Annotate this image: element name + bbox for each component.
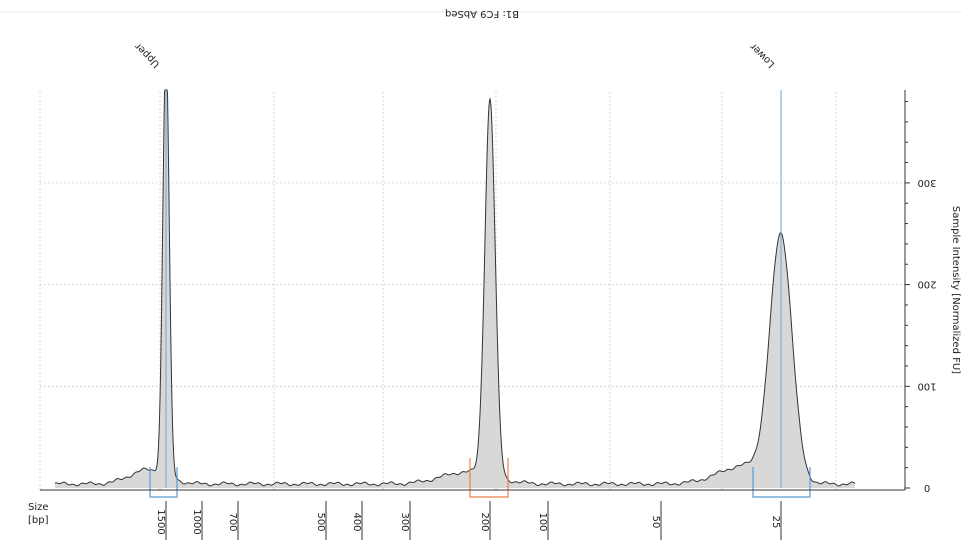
x-tick-label: 1500 [155, 509, 166, 534]
x-tick-label: 700 [227, 512, 238, 531]
x-tick-label: 300 [399, 512, 410, 531]
y-tick-label: 0 [924, 482, 930, 493]
peak-label-upper: Upper [132, 40, 162, 70]
x-axis-label: Size [28, 502, 49, 513]
y-tick-label: 200 [917, 279, 936, 290]
region-layer [149, 458, 811, 498]
region-bracket [149, 467, 178, 498]
y-tick-label: 100 [917, 380, 936, 391]
marker-layer [165, 90, 782, 488]
trace-line [54, 89, 856, 487]
x-tick-label: 25 [770, 516, 781, 529]
chart-title: B1: FC9 AbSeq [445, 8, 519, 19]
y-axis-label: Sample Intensity [Normalized FU] [950, 206, 961, 374]
trace-fill [55, 90, 855, 488]
region-bracket [469, 458, 509, 498]
grid-layer [0, 11, 962, 490]
region-bracket [752, 467, 811, 498]
x-tick-label: 500 [315, 512, 326, 531]
x-axis-label: [bp] [28, 515, 49, 526]
peak-label-lower: Lower [748, 40, 778, 70]
x-tick-label: 200 [479, 512, 490, 531]
x-tick-label: 50 [650, 516, 661, 529]
x-tick-label: 1000 [191, 509, 202, 534]
x-tick-label: 400 [351, 512, 362, 531]
trace-fill-layer [54, 89, 856, 488]
axis-layer [40, 90, 910, 540]
y-tick-label: 300 [917, 177, 936, 188]
x-tick-label: 100 [537, 512, 548, 531]
